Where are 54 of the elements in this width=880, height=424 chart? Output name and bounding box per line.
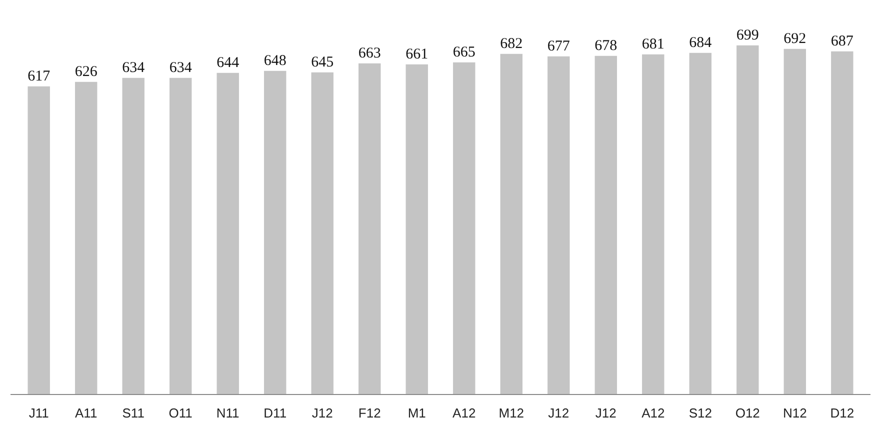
bar — [75, 82, 98, 394]
data-label: 617 — [28, 68, 51, 84]
x-tick-label: D12 — [830, 406, 854, 420]
data-label: 687 — [830, 33, 854, 50]
x-tick-label: O11 — [168, 406, 192, 420]
x-tick-label: F12 — [358, 406, 381, 420]
data-label: 634 — [122, 60, 146, 76]
bar — [311, 72, 334, 394]
x-tick-label: S11 — [122, 406, 144, 420]
bar — [689, 52, 712, 394]
bar — [736, 45, 759, 394]
bar — [358, 63, 381, 394]
data-label: 677 — [547, 38, 570, 54]
bar — [453, 62, 476, 394]
x-tick-label: J12 — [595, 406, 616, 420]
bar — [594, 56, 617, 394]
data-label: 648 — [264, 52, 286, 69]
data-label: 644 — [216, 54, 240, 71]
data-label: 661 — [406, 46, 428, 62]
bar — [216, 72, 239, 394]
x-tick-label: S12 — [688, 406, 712, 420]
x-tick-label: J12 — [548, 406, 570, 420]
x-tick-label: M12 — [498, 406, 524, 420]
data-label: 684 — [689, 34, 712, 51]
x-tick-label: N11 — [216, 406, 240, 420]
bar — [548, 56, 570, 394]
bar — [784, 48, 806, 394]
data-label: 678 — [594, 38, 618, 54]
x-tick-label: N12 — [782, 406, 807, 420]
bar — [500, 54, 522, 394]
x-tick-label: A12 — [642, 406, 665, 420]
x-tick-label: M1 — [408, 406, 426, 420]
x-tick-label: D11 — [264, 406, 287, 420]
bar — [28, 86, 50, 394]
bar — [642, 54, 664, 394]
bar — [831, 51, 854, 394]
data-label: 663 — [358, 45, 381, 62]
bar — [406, 64, 428, 394]
bar — [170, 78, 192, 394]
x-tick-label: J11 — [28, 406, 49, 420]
data-label: 634 — [169, 60, 192, 76]
data-label: 692 — [784, 30, 806, 47]
bar — [264, 70, 286, 394]
x-tick-label: J12 — [312, 406, 333, 420]
x-tick-label: O12 — [735, 406, 760, 420]
data-label: 699 — [736, 27, 759, 44]
data-label: 665 — [452, 44, 476, 60]
bar — [122, 78, 144, 394]
data-label: 626 — [74, 64, 98, 80]
data-label: 645 — [311, 54, 334, 70]
x-tick-label: A12 — [452, 406, 476, 420]
x-tick-label: A11 — [75, 406, 98, 420]
data-label: 681 — [642, 36, 664, 52]
data-label: 682 — [500, 36, 523, 52]
